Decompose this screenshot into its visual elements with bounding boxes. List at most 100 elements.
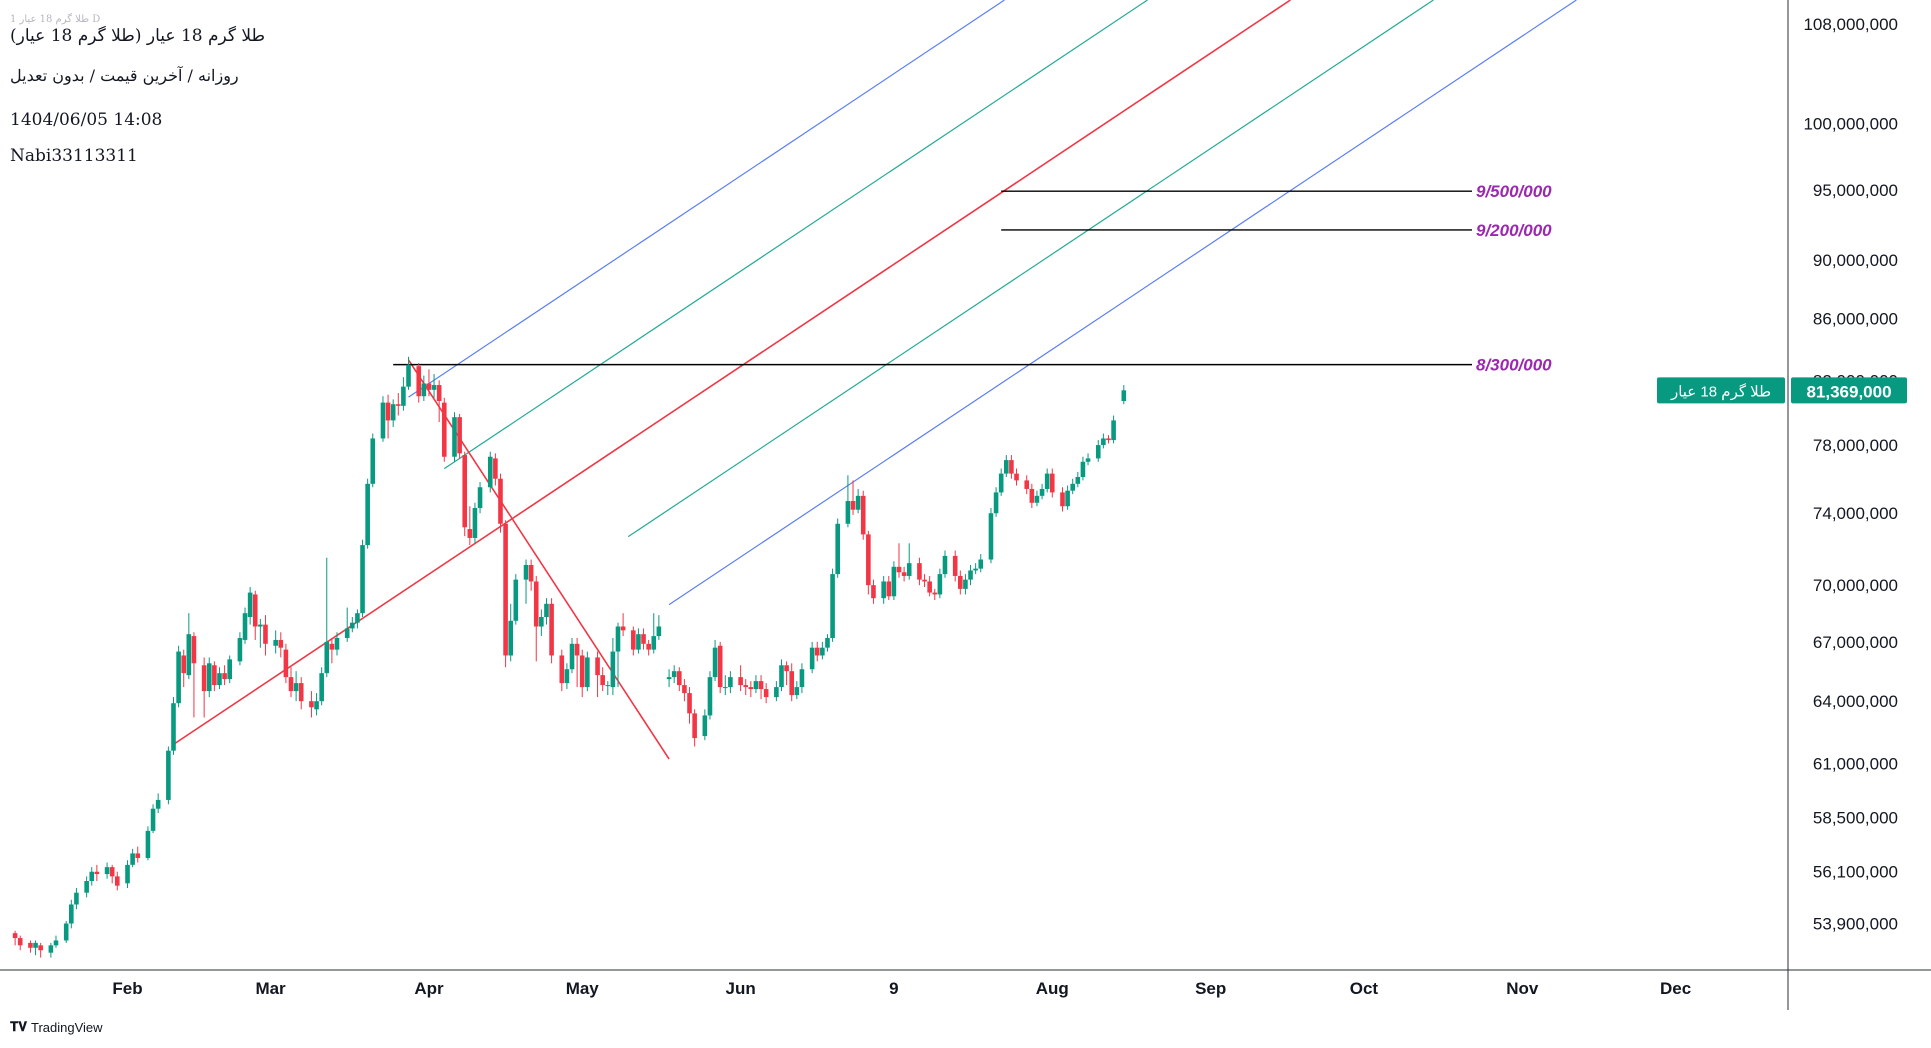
candle-body <box>1009 460 1014 474</box>
candle-body <box>513 579 519 621</box>
candle-body <box>636 634 641 650</box>
candle-body <box>973 568 978 571</box>
candle-body <box>252 594 258 627</box>
candle-body <box>89 871 95 882</box>
candle-body <box>988 513 994 560</box>
candle-body <box>406 364 411 387</box>
tradingview-watermark: TradingView <box>31 1019 103 1035</box>
candle-body <box>329 643 335 650</box>
price-tick-label: 56,100,000 <box>1813 863 1898 882</box>
candle-body <box>1111 420 1116 441</box>
time-tick-label: Sep <box>1195 979 1226 998</box>
pitchfork-lower-outer-line <box>668 0 1577 606</box>
candle-body <box>728 677 733 688</box>
author-name: Nabi33113311 <box>10 146 138 166</box>
candle-body <box>477 487 483 508</box>
candle-body <box>646 643 651 650</box>
pitchfork-handle-line <box>407 359 670 760</box>
candle-body <box>319 673 324 702</box>
tradingview-logo[interactable]: 𝐓𝐕 TradingView <box>10 1019 103 1035</box>
candle-body <box>610 651 616 688</box>
candle-body <box>978 559 984 569</box>
price-tick-label: 74,000,000 <box>1813 504 1898 523</box>
candle-body <box>692 713 697 739</box>
candle-body <box>1034 495 1040 503</box>
candle-body <box>191 636 197 664</box>
symbol-price-badge-label: طلا گرم 18 عیار <box>1670 382 1771 400</box>
candle-body <box>217 673 222 686</box>
candle-body <box>743 685 749 688</box>
candle-body <box>707 677 713 716</box>
candle-body <box>901 572 907 576</box>
candle-body <box>656 626 662 637</box>
time-tick-label: Apr <box>414 979 444 998</box>
candle-body <box>569 643 575 670</box>
candle-body <box>549 603 554 656</box>
candle-body <box>457 417 462 454</box>
candle-body <box>467 529 473 538</box>
candle-body <box>263 624 268 644</box>
candle-body <box>1014 473 1019 481</box>
candle-body <box>620 626 626 631</box>
candle-body <box>595 657 600 676</box>
candle-body <box>717 645 723 688</box>
candle-body <box>135 853 141 858</box>
candle-body <box>380 402 386 439</box>
candle-body <box>38 945 43 951</box>
candle-body <box>155 799 161 809</box>
candle-body <box>237 638 243 662</box>
chart-datetime: 1404/06/05 14:08 <box>10 110 163 130</box>
time-tick-label: Nov <box>1506 979 1539 998</box>
candle-body <box>712 647 718 678</box>
candle-body <box>247 592 253 617</box>
candle-body <box>963 579 968 589</box>
candle-body <box>968 570 973 580</box>
candle-body <box>763 689 769 698</box>
candle-body <box>1101 438 1106 446</box>
candle-body <box>784 665 789 672</box>
candle-body <box>631 630 636 650</box>
candle-body <box>431 385 437 390</box>
candle-body <box>927 581 932 593</box>
candle-body <box>94 871 100 875</box>
candle-body <box>891 566 897 597</box>
candle-body <box>641 634 646 644</box>
candle-body <box>426 383 432 390</box>
candle-body <box>441 402 447 457</box>
price-tick-label: 64,000,000 <box>1813 692 1898 711</box>
candle-body <box>171 703 176 751</box>
candle-body <box>150 808 156 831</box>
candle-body <box>748 687 754 690</box>
candle-body <box>421 383 427 397</box>
candle-body <box>288 677 294 692</box>
candle-body <box>390 404 396 421</box>
candle-body <box>472 507 478 538</box>
candle-body <box>906 563 912 576</box>
candle-body <box>774 687 779 698</box>
candle-body <box>1095 445 1101 459</box>
candle-body <box>677 671 682 686</box>
candle-body <box>855 495 861 510</box>
time-tick-label: Mar <box>255 979 286 998</box>
pitchfork-upper-inner-line <box>443 0 1148 470</box>
candle-body <box>835 523 840 575</box>
candle-body <box>181 655 187 674</box>
candle-body <box>278 639 284 648</box>
candle-body <box>932 592 938 595</box>
candle-body <box>1044 473 1050 489</box>
candle-body <box>738 677 743 686</box>
candle-body <box>539 616 544 627</box>
candle-body <box>523 564 529 580</box>
candle-body <box>33 942 38 948</box>
candle-body <box>722 687 728 689</box>
price-tick-label: 58,500,000 <box>1813 809 1898 828</box>
candle-body <box>63 923 69 941</box>
last-price-value: 81,369,000 <box>1806 382 1891 401</box>
candle-body <box>702 715 708 737</box>
candle-body <box>585 657 590 688</box>
candle-body <box>937 574 943 595</box>
price-tick-label: 100,000,000 <box>1803 114 1898 133</box>
symbol-title[interactable]: طلا گرم 18 عیار (طلا گرم 18 عیار) <box>10 26 266 46</box>
